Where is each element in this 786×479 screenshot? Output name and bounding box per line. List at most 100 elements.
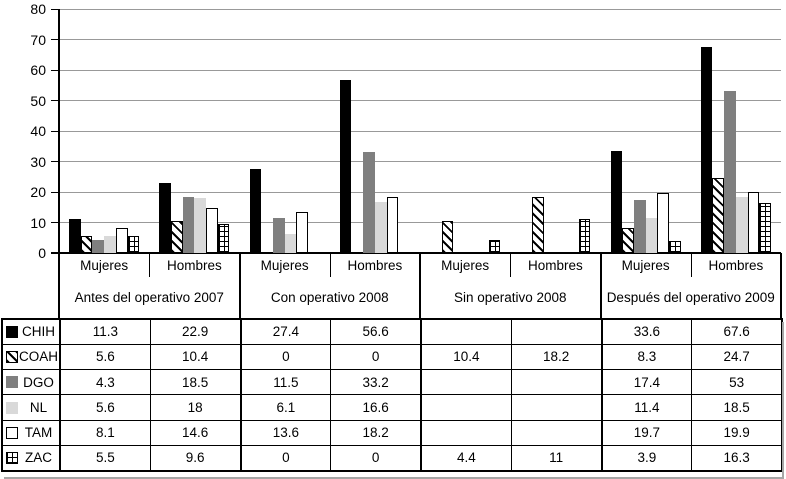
value-cell-nl-cat0: 5.6 <box>58 394 151 421</box>
y-axis-tick-label: 40 <box>30 123 46 139</box>
y-axis-tick-label: 20 <box>30 184 46 200</box>
bar-tam-cat7 <box>747 192 760 253</box>
bar-tam-cat0 <box>115 228 128 253</box>
value-cell-nl-cat4 <box>419 394 512 421</box>
x-axis-line <box>51 252 781 254</box>
value-cell-dgo-cat3: 33.2 <box>330 369 422 396</box>
y-axis-tick <box>51 222 59 223</box>
value-cell-tam-cat4 <box>419 419 512 446</box>
bar-nl-cat2 <box>284 234 297 253</box>
legend-cell: ZAC <box>1 444 61 472</box>
value-cell-coah-cat7: 24.7 <box>691 343 783 371</box>
value-cell-dgo-cat1: 18.5 <box>149 369 242 396</box>
value-cell-chih-cat3: 56.6 <box>330 318 422 345</box>
value-cell-zac-cat0: 5.5 <box>58 444 151 472</box>
y-axis-tick-label: 80 <box>30 1 46 17</box>
bar-nl-cat3 <box>374 202 387 253</box>
legend-marker-chih <box>6 325 18 338</box>
value-cell-coah-cat5: 18.2 <box>510 343 603 371</box>
group-label: Antes del operativo 2007 <box>74 290 224 305</box>
group-label: Con operativo 2008 <box>270 290 389 305</box>
legend-marker-tam <box>6 426 18 439</box>
table-row-chih: CHIH 11.3 22.9 27.4 56.6 33.6 67.6 <box>1 318 783 345</box>
value-cell-chih-cat7: 67.6 <box>691 318 783 345</box>
y-axis-tick <box>51 69 59 71</box>
bar-nl-cat1 <box>194 198 207 253</box>
value-cell-coah-cat6: 8.3 <box>600 343 693 371</box>
value-cell-dgo-cat6: 17.4 <box>600 369 693 396</box>
legend-series-name: CHIH <box>22 324 55 340</box>
value-cell-zac-cat4: 4.4 <box>419 444 512 472</box>
bar-dgo-cat3 <box>363 151 375 253</box>
value-cell-nl-cat5 <box>510 394 603 421</box>
y-axis-tick <box>51 161 59 162</box>
gridline <box>59 69 781 71</box>
bar-dgo-cat2 <box>272 217 285 253</box>
group-separator <box>238 253 241 318</box>
legend-marker-zac <box>6 451 18 464</box>
legend-marker-nl <box>6 401 18 414</box>
bar-coah-cat1 <box>170 221 183 253</box>
bar-chih-cat1 <box>159 183 171 253</box>
legend-series-name: NL <box>29 400 48 416</box>
legend-marker-dgo <box>6 376 18 389</box>
value-cell-nl-cat2: 6.1 <box>239 394 332 421</box>
bar-zac-cat4 <box>488 239 501 253</box>
gridline <box>59 100 781 101</box>
category-label: Mujeres <box>260 258 309 273</box>
category-label: Hombres <box>527 258 583 273</box>
value-cell-coah-cat4: 10.4 <box>419 343 512 371</box>
bar-chih-cat2 <box>249 169 262 253</box>
table-row-zac: ZAC 5.5 9.6 0 0 4.4 11 3.9 16.3 <box>1 444 783 472</box>
value-cell-dgo-cat0: 4.3 <box>58 369 151 396</box>
legend-cell: NL <box>1 394 61 421</box>
category-label: Mujeres <box>621 258 670 273</box>
legend-cell: TAM <box>1 419 61 446</box>
value-cell-tam-cat5 <box>510 419 603 446</box>
bar-nl-cat0 <box>104 235 116 253</box>
value-cell-nl-cat6: 11.4 <box>600 394 693 421</box>
value-cell-tam-cat3: 18.2 <box>330 419 422 446</box>
value-cell-tam-cat6: 19.7 <box>600 419 693 446</box>
y-axis-tick-label: 70 <box>30 31 46 48</box>
category-label: Mujeres <box>441 258 490 273</box>
category-label: Hombres <box>347 258 403 273</box>
category-label: Hombres <box>166 258 222 273</box>
value-cell-coah-cat1: 10.4 <box>149 343 242 371</box>
bar-coah-cat5 <box>531 197 544 253</box>
legend-cell: DGO <box>1 369 61 396</box>
bar-coah-cat7 <box>712 177 725 253</box>
value-cell-dgo-cat2: 11.5 <box>239 369 332 396</box>
value-cell-dgo-cat5 <box>510 369 603 396</box>
gridline <box>59 191 781 193</box>
bar-chih-cat0 <box>69 218 81 253</box>
bar-tam-cat1 <box>206 208 218 253</box>
legend-cell: COAH <box>1 343 61 371</box>
bar-nl-cat7 <box>735 196 748 253</box>
y-axis-tick <box>51 8 59 10</box>
y-axis-tick <box>51 191 59 193</box>
gridline <box>59 130 781 132</box>
bar-coah-cat0 <box>80 235 93 253</box>
bar-coah-cat4 <box>441 221 454 253</box>
value-cell-tam-cat7: 19.9 <box>691 419 783 446</box>
y-axis-tick-label: 0 <box>38 245 46 261</box>
legend-cell: CHIH <box>1 318 61 345</box>
value-cell-chih-cat6: 33.6 <box>600 318 693 345</box>
bar-tam-cat6 <box>657 192 670 253</box>
y-axis-tick-label: 30 <box>30 153 46 170</box>
bar-zac-cat0 <box>127 236 140 253</box>
category-label: Mujeres <box>80 258 129 273</box>
value-cell-chih-cat1: 22.9 <box>149 318 242 345</box>
chart-data-table: CHIH 11.3 22.9 27.4 56.6 33.6 67.6 COAH 5.6 10.4 0… <box>1 318 783 472</box>
value-cell-zac-cat5: 11 <box>510 444 603 472</box>
bar-tam-cat2 <box>296 211 309 253</box>
group-separator <box>419 253 421 318</box>
gridline <box>59 8 781 10</box>
gridline <box>59 222 781 223</box>
category-label: Hombres <box>708 258 764 273</box>
table-shadow-right <box>782 322 784 477</box>
legend-series-name: ZAC <box>25 450 52 466</box>
table-row-dgo: DGO 4.3 18.5 11.5 33.2 17.4 53 <box>1 369 783 396</box>
